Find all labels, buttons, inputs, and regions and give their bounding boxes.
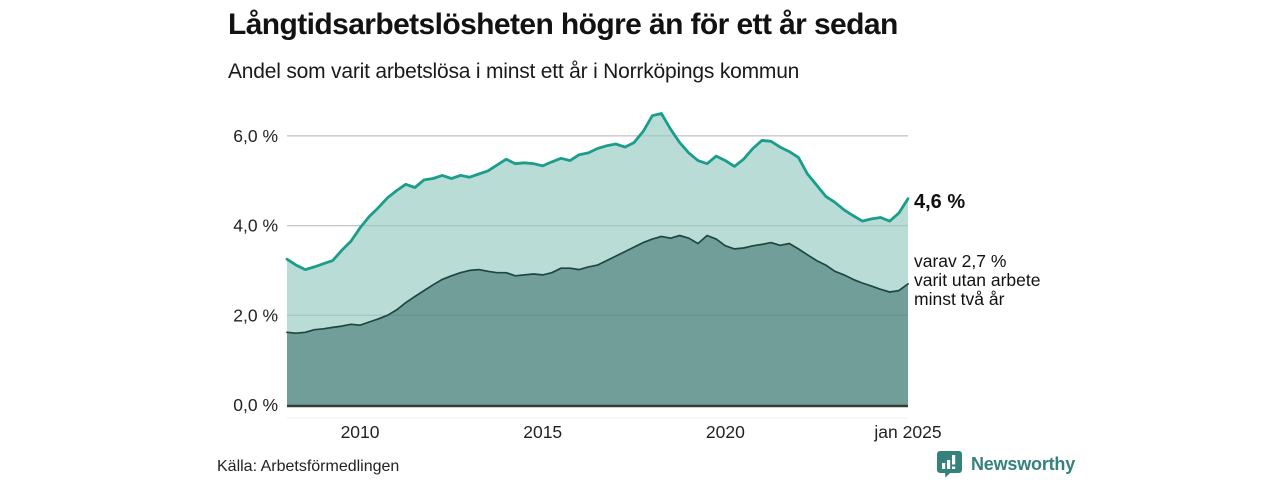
x-tick-label-2010: 2010	[341, 422, 380, 442]
x-tick-label-2020: 2020	[706, 422, 745, 442]
newsworthy-brand[interactable]: Newsworthy	[936, 450, 1075, 478]
chart-title: Långtidsarbetslösheten högre än för ett …	[228, 8, 898, 41]
x-tick-label-jan-2025: jan 2025	[873, 422, 941, 442]
series-lines	[285, 112, 910, 335]
y-tick-label-4: 4,0 %	[233, 216, 278, 236]
newsworthy-brand-name: Newsworthy	[971, 453, 1076, 474]
y-tick-label-6: 6,0 %	[233, 126, 278, 146]
area-fills	[287, 113, 908, 405]
line-subset-series	[286, 234, 909, 335]
y-tick-label-0: 0,0 %	[233, 395, 278, 415]
y-axis-labels: 0,0 % 2,0 % 4,0 % 6,0 %	[233, 126, 278, 415]
newsworthy-logo-icon	[937, 451, 962, 478]
x-axis	[287, 404, 908, 419]
subset-annotation-line1: varav 2,7 %	[914, 251, 1007, 271]
gridlines-overlay	[287, 135, 908, 316]
subset-annotation-line2: varit utan arbete	[914, 270, 1041, 290]
area-subset-series	[287, 235, 908, 405]
x-axis-labels: 2010 2015 2020 jan 2025	[341, 422, 942, 442]
latest-value-label: 4,6 %	[914, 191, 966, 213]
source-attribution: Källa: Arbetsförmedlingen	[217, 458, 400, 475]
y-tick-label-2: 2,0 %	[233, 305, 278, 325]
subset-annotation-line3: minst två år	[914, 289, 1005, 309]
x-tick-label-2015: 2015	[523, 422, 562, 442]
chart-subtitle: Andel som varit arbetslösa i minst ett å…	[228, 60, 800, 83]
subset-annotation: varav 2,7 % varit utan arbete minst två …	[914, 252, 1040, 309]
line-total-series	[285, 112, 910, 271]
